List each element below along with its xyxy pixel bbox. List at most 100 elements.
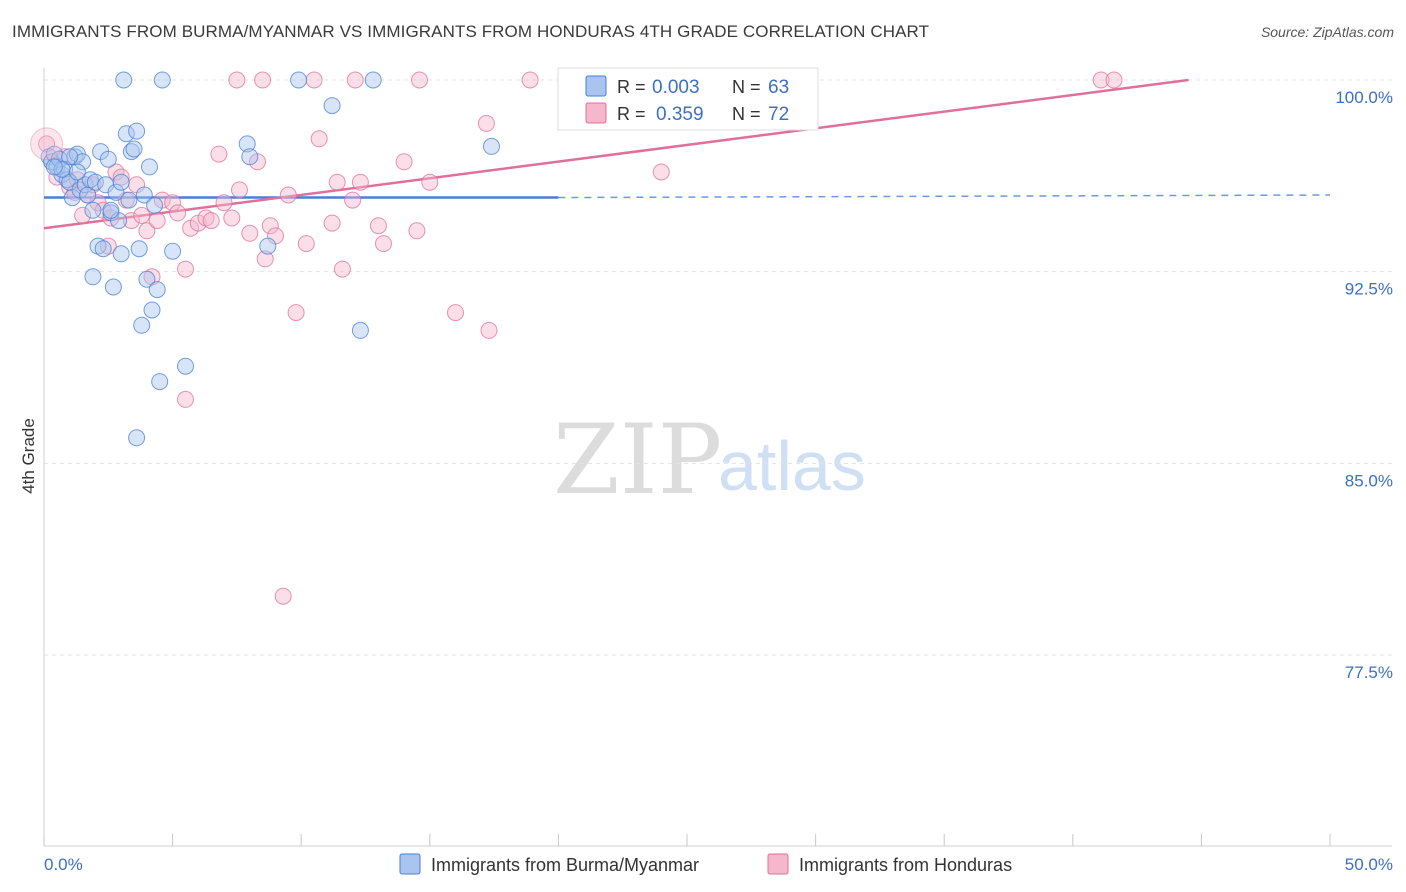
point-burma [68, 163, 86, 181]
x-tick-label-max: 50.0% [1345, 855, 1393, 874]
point-honduras [202, 212, 220, 230]
trend-line-burma-extension [558, 194, 1331, 199]
point-burma [153, 71, 171, 89]
point-honduras [408, 222, 426, 240]
point-burma [115, 71, 133, 89]
stats-r-value-blue: 0.003 [652, 77, 700, 98]
point-burma [117, 125, 135, 143]
stats-n-label-blue: N = [732, 77, 761, 97]
point-burma [122, 143, 140, 161]
point-honduras-cluster [30, 127, 64, 161]
point-burma [241, 148, 259, 166]
point-honduras [133, 206, 151, 224]
point-burma [107, 183, 125, 201]
point-honduras [112, 168, 130, 186]
stats-swatch-pink [585, 102, 607, 124]
point-burma [76, 176, 94, 194]
point-honduras [323, 214, 341, 232]
point-honduras [344, 191, 362, 209]
point-burma [89, 237, 107, 255]
point-honduras [411, 71, 428, 89]
point-honduras [328, 173, 346, 191]
stats-n-value-blue: 63 [768, 77, 789, 98]
axes [43, 68, 1392, 847]
source-credit: Source: ZipAtlas.com [1260, 24, 1394, 40]
point-honduras [122, 212, 140, 230]
point-burma [290, 71, 308, 89]
stats-n-label-pink: N = [732, 104, 761, 124]
point-honduras [99, 237, 117, 255]
point-burma [138, 270, 156, 288]
point-honduras [197, 209, 215, 227]
point-burma [259, 237, 277, 255]
point-honduras [652, 163, 670, 181]
point-honduras [297, 235, 315, 253]
stats-r-value-pink: 0.359 [656, 104, 704, 125]
point-burma [120, 191, 138, 209]
watermark-zip: ZIP [553, 404, 722, 516]
legend-swatch-burma [399, 853, 421, 875]
point-burma [86, 173, 104, 191]
point-honduras [351, 173, 369, 191]
y-tick-label: 100.0% [1335, 88, 1393, 107]
point-honduras [274, 587, 292, 605]
point-honduras [447, 304, 464, 322]
point-burma [483, 137, 500, 155]
point-honduras [287, 304, 305, 322]
watermark-atlas: atlas [718, 427, 866, 505]
legend-label-honduras: Immigrants from Honduras [799, 855, 1012, 875]
stats-swatch-blue [585, 75, 607, 97]
trend-lines [43, 78, 1331, 230]
point-honduras [228, 71, 246, 89]
point-burma [177, 357, 194, 375]
point-honduras [480, 321, 498, 339]
point-burma [84, 201, 102, 219]
legend-label-burma: Immigrants from Burma/Myanmar [431, 855, 699, 875]
point-burma [146, 196, 164, 214]
point-burma [45, 158, 63, 176]
x-tick-label-min: 0.0% [44, 855, 83, 874]
point-burma [112, 245, 130, 263]
point-honduras [241, 224, 259, 242]
chart-title: IMMIGRANTS FROM BURMA/MYANMAR VS IMMIGRA… [12, 22, 930, 41]
point-burma [74, 153, 92, 171]
point-burma [84, 268, 102, 286]
point-burma [135, 186, 153, 204]
point-honduras [256, 250, 274, 268]
gridlines: 100.0% 92.5% 85.0% 77.5% [44, 79, 1393, 682]
point-honduras [177, 390, 194, 408]
point-honduras [305, 71, 323, 89]
point-burma [148, 281, 166, 299]
point-honduras [395, 153, 413, 171]
point-burma [164, 242, 182, 260]
point-honduras [310, 130, 328, 148]
bottom-legend: Immigrants from Burma/Myanmar Immigrants… [399, 853, 1012, 875]
point-burma [151, 373, 169, 391]
y-tick-label: 85.0% [1345, 471, 1393, 490]
point-honduras [477, 114, 495, 132]
point-burma [128, 122, 146, 140]
point-honduras [138, 222, 156, 240]
point-burma [99, 150, 117, 168]
y-tick-label: 92.5% [1345, 280, 1393, 299]
point-honduras [223, 209, 241, 227]
point-honduras [177, 260, 194, 278]
point-honduras [254, 71, 272, 89]
legend-swatch-honduras [767, 853, 789, 875]
data-points [30, 71, 1123, 605]
y-tick-label: 77.5% [1345, 663, 1393, 682]
point-honduras [215, 194, 233, 212]
stats-r-label-blue: R = [617, 77, 646, 97]
point-burma [61, 148, 79, 166]
point-honduras [169, 204, 187, 222]
point-burma [133, 316, 151, 334]
point-burma [141, 158, 158, 176]
point-burma [143, 301, 161, 319]
stats-legend: R = 0.003 N = 63 R = 0.359 N = 72 [557, 67, 819, 131]
point-honduras [148, 212, 166, 230]
y-axis-label: 4th Grade [19, 418, 38, 494]
point-honduras [346, 71, 364, 89]
point-burma [112, 173, 130, 191]
point-burma [94, 240, 112, 258]
point-burma [238, 135, 256, 153]
